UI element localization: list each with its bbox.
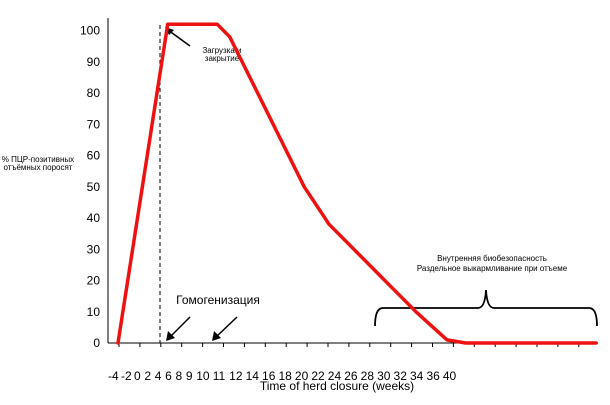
y-axis-title-line-2: отъёмных поросят: [4, 163, 73, 172]
y-tick-label: 0: [93, 336, 100, 350]
x-tick-label: 26: [344, 369, 358, 383]
annotation-arrow-homogenization-1: [168, 316, 191, 339]
series-line: [116, 22, 598, 345]
x-axis-title: Time of herd closure (weeks): [260, 379, 414, 393]
annotation-loading-closure: Загрузка и закрытие: [165, 27, 242, 63]
x-tick-label: 32: [394, 369, 408, 383]
y-tick-label: 30: [87, 242, 101, 256]
x-tick-label: 0: [134, 369, 141, 383]
y-axis-title-line-1: % ПЦР-позитивных: [2, 155, 74, 164]
y-tick-label: 70: [87, 117, 101, 131]
x-tick-label: 16: [262, 369, 276, 383]
arrowhead-homogenization-1-icon: [166, 331, 175, 341]
x-tick-label: 34: [410, 369, 424, 383]
x-tick-label: 20: [295, 369, 309, 383]
annotation-loading-line-2: закрытие: [205, 54, 240, 63]
annotation-biosecurity-line-1: Внутренняя биобезопасность: [437, 254, 547, 263]
x-tick-label: 40: [443, 369, 457, 383]
annotation-homogenization: Гомогенизация: [166, 293, 260, 341]
annotation-biosecurity-line-2: Раздельное выкармливание при отъеме: [417, 264, 568, 273]
y-axis-title: % ПЦР-позитивных отъёмных поросят: [2, 155, 74, 172]
arrowhead-homogenization-2-icon: [212, 331, 221, 341]
x-tick-label: 18: [278, 369, 292, 383]
x-tick-label: 6: [165, 369, 172, 383]
x-tick-label: 11: [213, 369, 226, 383]
x-tick-label: 24: [328, 369, 342, 383]
y-tick-labels: 0 10 20 30 40 50 60 70 80 90 100: [80, 24, 100, 351]
x-tick-label: -4: [108, 369, 119, 383]
x-tick-label: 9: [186, 369, 193, 383]
x-tick-label: 12: [229, 369, 243, 383]
annotation-homogenization-label: Гомогенизация: [176, 293, 260, 307]
annotation-internal-biosecurity: Внутренняя биобезопасность Раздельное вы…: [374, 254, 598, 327]
y-tick-label: 90: [87, 55, 101, 69]
annotation-arrow-loading: [167, 29, 191, 47]
x-tick-label: 28: [361, 369, 375, 383]
series-layer: [116, 22, 598, 345]
x-tick-label: -2: [121, 369, 132, 383]
x-tick-label: 30: [377, 369, 391, 383]
annotation-arrow-homogenization-2: [214, 316, 238, 339]
annotation-loading-line-1: Загрузка и: [202, 46, 241, 55]
x-tick-label: 36: [426, 369, 440, 383]
y-tick-label: 20: [87, 274, 101, 288]
x-tick-label: 14: [246, 369, 260, 383]
y-tick-label: 40: [87, 211, 101, 225]
y-tick-label: 10: [87, 305, 101, 319]
y-tick-label: 60: [87, 149, 101, 163]
x-tick-label: 10: [196, 369, 210, 383]
y-tick-label: 80: [87, 86, 101, 100]
x-tick-labels: -4 -2 0 2 4 6 8 9 10 11 12 14 16 18 20 22 24 26 28 30 32 34 36…: [108, 369, 457, 383]
x-tick-label: 22: [311, 369, 325, 383]
x-tick-label: 8: [175, 369, 182, 383]
x-tick-label: 2: [144, 369, 151, 383]
y-tick-label: 50: [87, 180, 101, 194]
curly-brace: [374, 289, 598, 327]
x-tick-label: 4: [155, 369, 162, 383]
y-tick-label: 100: [80, 24, 100, 38]
